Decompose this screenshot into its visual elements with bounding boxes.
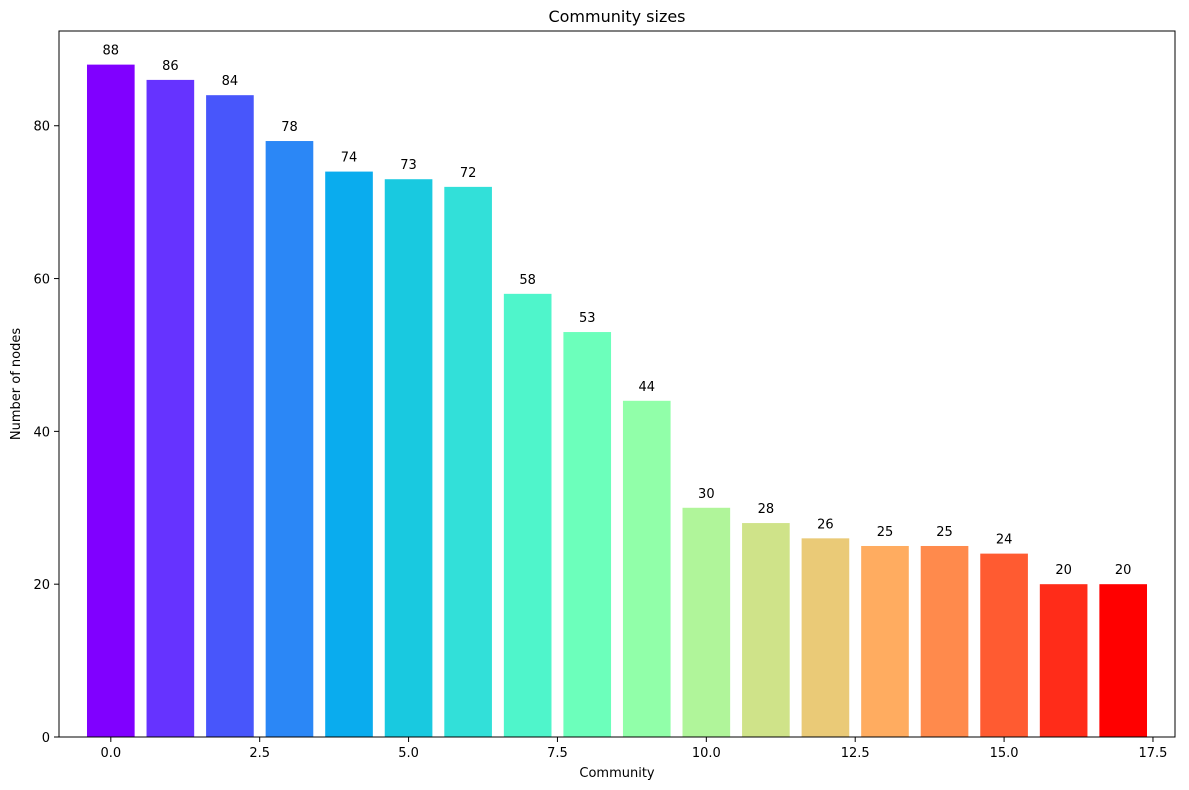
bar-community-15 (980, 553, 1028, 737)
data-label-community-16: 20 (1055, 563, 1072, 578)
x-tick-label: 12.5 (841, 746, 870, 761)
data-label-community-3: 78 (281, 120, 298, 135)
y-tick-label: 60 (33, 273, 50, 288)
data-label-community-5: 73 (400, 158, 417, 173)
bar-community-5 (384, 179, 433, 737)
bars-group (86, 64, 1148, 738)
data-label-community-14: 25 (936, 525, 953, 540)
x-tick-label: 2.5 (249, 746, 270, 761)
bar-community-7 (503, 293, 552, 737)
bar-community-17 (1099, 584, 1148, 737)
x-tick-label: 0.0 (100, 746, 121, 761)
bar-community-8 (563, 332, 612, 737)
data-label-community-11: 28 (758, 502, 775, 517)
bar-community-16 (1039, 584, 1088, 737)
x-axis-ticks: 0.0 2.5 5.0 7.5 10.0 12.5 15.0 17.5 (100, 737, 1167, 761)
y-tick-label: 0 (42, 731, 50, 746)
data-label-community-8: 53 (579, 311, 596, 326)
x-tick-label: 7.5 (547, 746, 568, 761)
bar-community-12 (801, 538, 850, 737)
y-tick-label: 20 (33, 578, 50, 593)
chart-title: Community sizes (548, 7, 685, 26)
x-tick-label: 17.5 (1138, 746, 1167, 761)
x-tick-label: 10.0 (692, 746, 721, 761)
bar-community-9 (622, 400, 671, 737)
data-label-community-1: 86 (162, 59, 179, 74)
bar-community-1 (146, 79, 195, 737)
data-label-community-0: 88 (103, 44, 120, 59)
data-label-community-17: 20 (1115, 563, 1132, 578)
data-label-community-2: 84 (222, 74, 239, 89)
y-tick-label: 80 (33, 120, 50, 135)
bar-community-6 (444, 186, 492, 738)
y-axis-ticks: 0 20 40 60 80 (33, 120, 59, 746)
x-tick-label: 15.0 (990, 746, 1019, 761)
bar-community-2 (206, 95, 254, 737)
data-labels-group: 88 86 84 78 74 73 72 58 53 44 30 28 26 25 25 24 20 20 (103, 44, 1132, 579)
bar-community-0 (86, 64, 135, 738)
data-label-community-9: 44 (639, 380, 656, 395)
plot-frame (58, 30, 1176, 738)
bar-community-14 (920, 545, 969, 737)
bar-community-4 (325, 171, 373, 737)
x-axis-title: Community (579, 766, 655, 781)
bar-community-11 (742, 523, 790, 737)
bar-community-13 (861, 545, 909, 737)
data-label-community-10: 30 (698, 487, 715, 502)
x-tick-label: 5.0 (398, 746, 419, 761)
data-label-community-6: 72 (460, 166, 477, 181)
data-label-community-7: 58 (519, 273, 536, 288)
data-label-community-4: 74 (341, 151, 358, 166)
bar-community-10 (682, 507, 731, 737)
y-tick-label: 40 (33, 425, 50, 440)
data-label-community-12: 26 (817, 517, 834, 532)
bar-community-3 (265, 141, 314, 737)
y-axis-title: Number of nodes (9, 328, 24, 440)
data-label-community-13: 25 (877, 525, 894, 540)
data-label-community-15: 24 (996, 533, 1013, 548)
